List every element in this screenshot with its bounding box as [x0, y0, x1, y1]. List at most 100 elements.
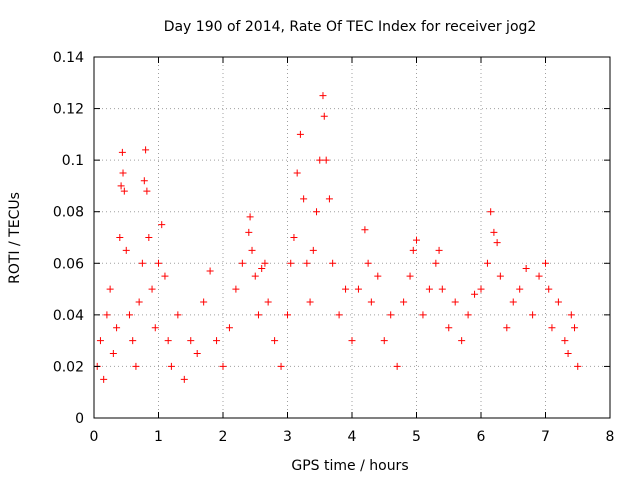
- x-tick-label: 8: [606, 429, 615, 445]
- data-point: [435, 246, 443, 254]
- data-point: [225, 324, 233, 332]
- data-point: [180, 375, 188, 383]
- data-point: [535, 272, 543, 280]
- y-tick-label: 0.06: [53, 256, 84, 272]
- data-point: [142, 146, 150, 154]
- data-point: [254, 311, 262, 319]
- chart-title: Day 190 of 2014, Rate Of TEC Index for r…: [164, 19, 537, 35]
- data-point: [319, 92, 327, 100]
- data-point: [458, 337, 466, 345]
- data-point: [248, 246, 256, 254]
- y-tick-label: 0.14: [53, 50, 84, 66]
- data-point: [325, 195, 333, 203]
- data-point: [167, 362, 175, 370]
- data-point: [174, 311, 182, 319]
- data-point: [287, 259, 295, 267]
- data-point: [296, 130, 304, 138]
- data-point: [387, 311, 395, 319]
- y-tick-label: 0.08: [53, 205, 84, 221]
- data-point: [561, 337, 569, 345]
- data-point: [432, 259, 440, 267]
- data-point: [342, 285, 350, 293]
- data-point: [109, 350, 117, 358]
- data-point: [496, 272, 504, 280]
- data-point: [200, 298, 208, 306]
- x-tick-label: 4: [348, 429, 357, 445]
- data-point: [151, 324, 159, 332]
- data-point: [271, 337, 279, 345]
- data-point: [445, 324, 453, 332]
- data-point: [117, 182, 125, 190]
- x-tick-label: 0: [90, 429, 99, 445]
- data-point: [277, 362, 285, 370]
- data-point: [309, 246, 317, 254]
- data-point: [303, 259, 311, 267]
- data-point: [322, 156, 330, 164]
- data-point: [206, 267, 214, 275]
- data-point: [143, 187, 151, 195]
- data-point: [164, 337, 172, 345]
- data-point: [219, 362, 227, 370]
- data-point: [529, 311, 537, 319]
- y-tick-label: 0: [75, 411, 84, 427]
- data-point: [213, 337, 221, 345]
- data-point: [364, 259, 372, 267]
- data-point: [193, 350, 201, 358]
- y-tick-label: 0.02: [53, 359, 84, 375]
- data-point: [246, 213, 254, 221]
- data-point: [493, 239, 501, 247]
- scatter-points: [93, 92, 582, 383]
- data-point: [545, 285, 553, 293]
- data-point: [284, 311, 291, 319]
- data-point: [106, 285, 114, 293]
- data-point: [116, 234, 124, 241]
- data-point: [503, 324, 511, 332]
- data-point: [120, 187, 128, 195]
- data-point: [451, 298, 459, 306]
- data-point: [471, 290, 479, 298]
- y-tick-label: 0.04: [53, 308, 84, 324]
- data-point: [119, 169, 127, 177]
- data-point: [306, 298, 314, 306]
- x-tick-label: 5: [412, 429, 421, 445]
- y-axis-label: ROTI / TECUs: [7, 192, 23, 284]
- data-point: [567, 311, 575, 319]
- data-point: [464, 311, 472, 319]
- data-point: [571, 324, 579, 332]
- data-point: [329, 259, 337, 267]
- data-point: [393, 362, 401, 370]
- data-point: [487, 208, 495, 216]
- x-tick-label: 1: [154, 429, 163, 445]
- x-axis-label: GPS time / hours: [291, 458, 408, 474]
- data-point: [148, 285, 156, 293]
- data-point: [232, 285, 240, 293]
- data-point: [542, 259, 549, 267]
- data-point: [261, 259, 269, 267]
- data-point: [96, 337, 104, 345]
- data-point: [438, 285, 446, 293]
- data-point: [564, 350, 572, 358]
- data-point: [316, 156, 324, 164]
- data-point: [367, 298, 375, 306]
- data-point: [477, 285, 485, 293]
- data-point: [145, 234, 153, 241]
- data-point: [374, 272, 382, 280]
- data-point: [125, 311, 133, 319]
- data-point: [290, 234, 298, 241]
- data-point: [574, 362, 582, 370]
- data-point: [264, 298, 272, 306]
- data-point: [419, 311, 427, 319]
- data-point: [380, 337, 388, 345]
- data-point: [187, 337, 195, 345]
- data-point: [293, 169, 301, 177]
- data-point: [138, 259, 146, 267]
- y-tick-label: 0.12: [53, 102, 84, 118]
- x-tick-label: 2: [219, 429, 228, 445]
- data-point: [100, 375, 108, 383]
- data-point: [320, 112, 328, 120]
- data-point: [335, 311, 343, 319]
- data-point: [354, 285, 362, 293]
- data-point: [490, 228, 498, 236]
- axes: 0 1 2 3 4 5 6 7 8 0 0.02 0.04 0.06 0.08 0.1 0.12 0.14: [53, 50, 615, 445]
